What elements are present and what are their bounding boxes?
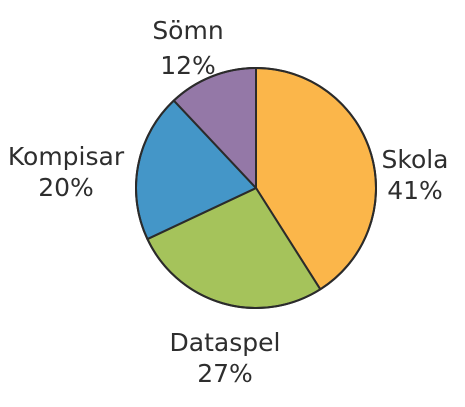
slice-value-skola: 41% — [387, 176, 443, 205]
pie-slices — [134, 67, 377, 309]
slice-value-s-mn: 12% — [160, 51, 216, 80]
slice-label-skola: Skola — [381, 145, 448, 174]
slice-value-dataspel: 27% — [197, 359, 253, 388]
slice-label-s-mn: Sömn — [152, 16, 223, 45]
slice-value-kompisar: 20% — [38, 173, 94, 202]
slice-label-kompisar: Kompisar — [8, 142, 125, 171]
slice-label-dataspel: Dataspel — [170, 328, 281, 357]
pie-outline — [135, 67, 377, 309]
